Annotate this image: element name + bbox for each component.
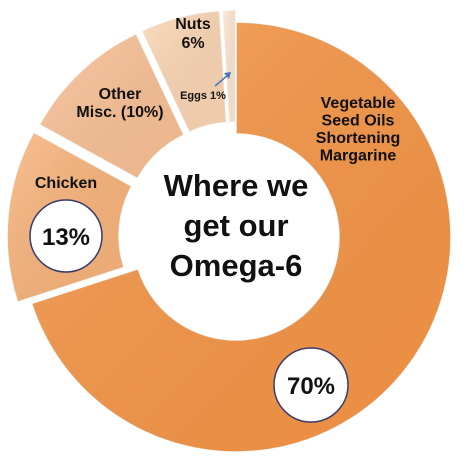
eggs-pointer-arrowhead	[224, 72, 231, 79]
badge-value-chicken: 13%	[42, 224, 90, 251]
slice-shade-veg	[31, 22, 451, 452]
slice-label-chicken: Chicken	[35, 175, 97, 192]
slice-label-eggs: Eggs 1%	[180, 90, 226, 102]
chart-title: Where we get our Omega-6	[164, 168, 309, 283]
slice-shade-eggs	[222, 10, 236, 123]
center-title-text: Where we get our Omega-6	[164, 168, 309, 283]
donut-slices	[6, 9, 452, 453]
eggs-pointer-arrow	[214, 74, 229, 87]
slice-label-misc: Other Misc. (10%)	[76, 86, 163, 121]
slice-shade-nuts	[141, 10, 227, 133]
slice-shade-misc	[39, 33, 184, 179]
slice-label-veg: Vegetable Seed Oils Shortening Margarine	[316, 95, 400, 165]
badge-circle-chicken	[29, 199, 103, 273]
slice-labels: Vegetable Seed Oils Shortening Margarine Chi…	[29, 16, 400, 423]
slice-label-nuts: Nuts 6%	[175, 16, 211, 52]
badge-circle-veg	[273, 347, 349, 423]
badge-value-veg: 70%	[287, 373, 335, 400]
